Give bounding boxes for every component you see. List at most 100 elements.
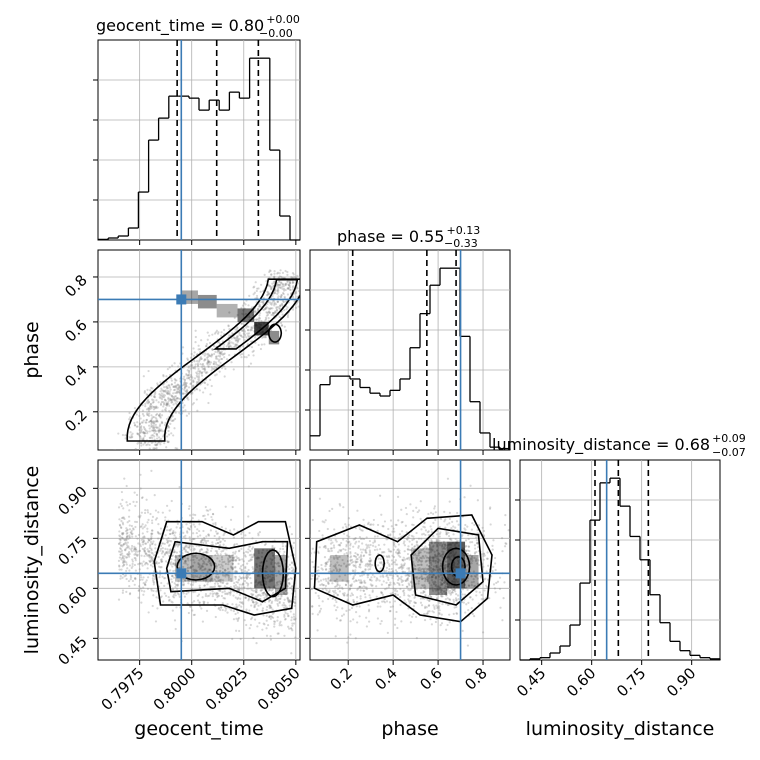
scatter-point	[441, 603, 444, 606]
scatter-point	[119, 548, 122, 551]
scatter-point	[317, 569, 320, 572]
scatter-point	[188, 514, 192, 517]
scatter-point	[345, 580, 348, 583]
scatter-point	[403, 592, 406, 595]
scatter-point	[158, 441, 161, 444]
scatter-point	[456, 594, 460, 597]
scatter-point	[136, 442, 139, 445]
scatter-point	[172, 563, 175, 566]
scatter-point	[165, 401, 168, 405]
scatter-point	[348, 587, 351, 590]
scatter-point	[203, 381, 206, 384]
scatter-point	[198, 360, 201, 363]
scatter-point	[293, 598, 296, 601]
scatter-point	[237, 557, 240, 560]
scatter-point	[146, 432, 149, 435]
scatter-point	[304, 535, 306, 537]
scatter-point	[278, 276, 281, 279]
scatter-point	[127, 545, 130, 548]
scatter-point	[221, 608, 224, 612]
scatter-point	[264, 306, 268, 310]
scatter-point	[126, 546, 129, 549]
scatter-point	[388, 601, 392, 604]
scatter-point	[245, 356, 248, 359]
scatter-point	[439, 578, 442, 581]
scatter-point	[119, 502, 122, 506]
scatter-point	[250, 616, 254, 619]
scatter-point	[224, 553, 228, 557]
scatter-point	[294, 595, 297, 599]
scatter-point	[186, 358, 189, 361]
scatter-point	[187, 398, 190, 401]
scatter-point	[324, 587, 327, 590]
scatter-point	[121, 433, 125, 437]
scatter-point	[400, 579, 403, 582]
scatter-point	[292, 567, 295, 570]
scatter-point	[166, 389, 170, 392]
scatter-point	[171, 398, 175, 401]
scatter-point	[234, 552, 237, 555]
scatter-point	[210, 384, 213, 388]
scatter-point	[141, 496, 144, 499]
scatter-point	[137, 596, 140, 599]
scatter-point	[124, 541, 127, 544]
scatter-point	[221, 567, 224, 570]
scatter-point	[208, 354, 211, 357]
scatter-point	[265, 608, 268, 611]
scatter-point	[271, 546, 274, 549]
scatter-point	[250, 588, 253, 591]
scatter-point	[215, 355, 218, 358]
scatter-point	[230, 558, 233, 562]
scatter-point	[270, 615, 274, 619]
scatter-point	[120, 516, 124, 520]
scatter-point	[160, 552, 164, 555]
scatter-point	[211, 592, 215, 596]
scatter-point	[222, 328, 226, 331]
scatter-point	[208, 341, 212, 345]
scatter-point	[445, 530, 448, 533]
scatter-point	[122, 507, 125, 510]
scatter-point	[186, 357, 189, 360]
scatter-point	[194, 363, 197, 366]
scatter-point	[425, 546, 429, 550]
scatter-point	[363, 537, 366, 541]
scatter-point	[172, 551, 176, 554]
scatter-point	[221, 564, 224, 568]
scatter-point	[338, 543, 341, 546]
scatter-point	[172, 537, 175, 540]
scatter-point	[211, 590, 214, 593]
scatter-point	[147, 539, 151, 542]
scatter-point	[266, 588, 269, 591]
scatter-point	[455, 520, 459, 523]
scatter-point	[284, 284, 287, 287]
scatter-point	[215, 592, 219, 595]
scatter-point	[258, 317, 262, 320]
scatter-point	[246, 551, 250, 554]
scatter-point	[395, 590, 399, 593]
scatter-point	[279, 597, 282, 600]
density-cell	[197, 294, 217, 309]
scatter-point	[245, 575, 248, 578]
scatter-point	[233, 570, 236, 573]
scatter-point	[448, 538, 452, 541]
scatter-point	[324, 546, 327, 549]
scatter-point	[225, 573, 228, 576]
scatter-point	[349, 552, 352, 555]
scatter-point	[125, 556, 129, 559]
scatter-point	[146, 413, 149, 416]
scatter-point	[251, 326, 254, 330]
scatter-point	[204, 387, 207, 390]
scatter-point	[126, 553, 129, 556]
scatter-point	[382, 525, 385, 528]
scatter-point	[387, 583, 391, 586]
scatter-point	[170, 394, 173, 397]
scatter-point	[282, 553, 285, 556]
scatter-point	[388, 564, 391, 568]
scatter-point	[378, 579, 381, 582]
scatter-point	[219, 352, 222, 355]
scatter-point	[268, 615, 271, 619]
scatter-point	[294, 636, 297, 639]
scatter-point	[275, 581, 278, 585]
scatter-point	[133, 407, 137, 410]
scatter-point	[141, 523, 144, 526]
